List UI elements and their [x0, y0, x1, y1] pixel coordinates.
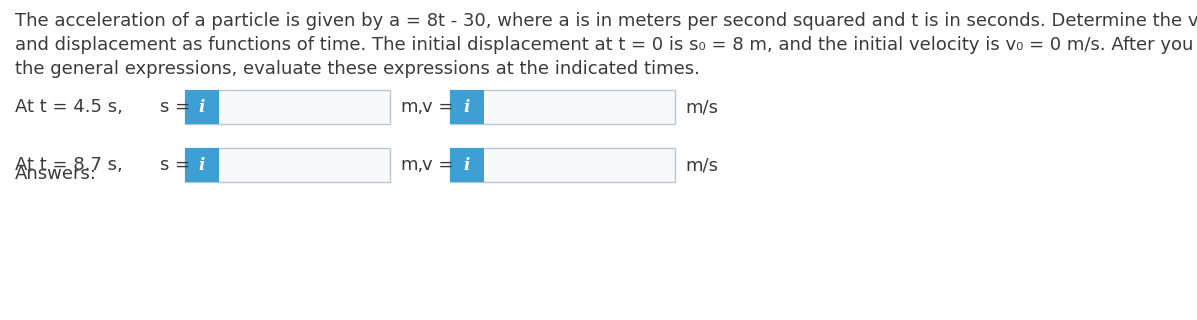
Text: i: i	[463, 99, 470, 116]
Text: v =: v =	[423, 98, 454, 116]
Text: m,: m,	[400, 98, 424, 116]
Text: m/s: m/s	[685, 98, 718, 116]
Text: the general expressions, evaluate these expressions at the indicated times.: the general expressions, evaluate these …	[16, 60, 700, 78]
Text: m/s: m/s	[685, 156, 718, 174]
Text: and displacement as functions of time. The initial displacement at t = 0 is s₀ =: and displacement as functions of time. T…	[16, 36, 1197, 54]
FancyBboxPatch shape	[450, 90, 484, 124]
Text: s =: s =	[160, 156, 190, 174]
Text: m,: m,	[400, 156, 424, 174]
FancyBboxPatch shape	[450, 148, 675, 182]
Text: i: i	[463, 156, 470, 173]
FancyBboxPatch shape	[186, 148, 390, 182]
Text: i: i	[199, 99, 205, 116]
FancyBboxPatch shape	[186, 90, 390, 124]
Text: s =: s =	[160, 98, 190, 116]
Text: v =: v =	[423, 156, 454, 174]
Text: i: i	[199, 156, 205, 173]
Text: The acceleration of a particle is given by a = 8t - 30, where a is in meters per: The acceleration of a particle is given …	[16, 12, 1197, 30]
Text: Answers:: Answers:	[16, 165, 97, 183]
FancyBboxPatch shape	[186, 148, 219, 182]
Text: At t = 4.5 s,: At t = 4.5 s,	[16, 98, 123, 116]
FancyBboxPatch shape	[450, 148, 484, 182]
FancyBboxPatch shape	[450, 90, 675, 124]
FancyBboxPatch shape	[186, 90, 219, 124]
Text: At t = 8.7 s,: At t = 8.7 s,	[16, 156, 123, 174]
